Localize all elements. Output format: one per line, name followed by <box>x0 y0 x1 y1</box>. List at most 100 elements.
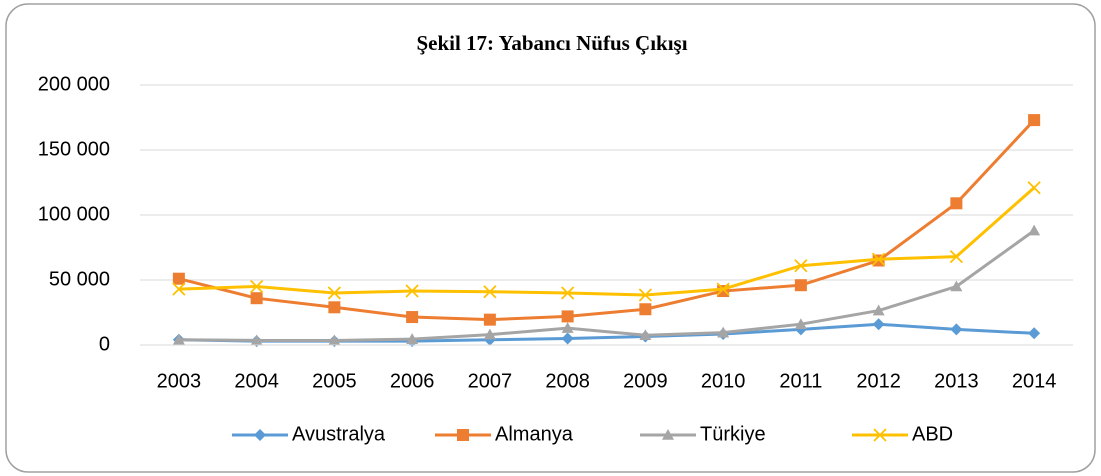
marker-shape <box>254 429 266 441</box>
legend-label: Türkiye <box>700 423 766 445</box>
marker <box>405 284 419 298</box>
marker <box>406 333 419 344</box>
y-tick-label: 0 <box>99 333 110 355</box>
y-tick-label: 50 000 <box>49 268 110 290</box>
marker <box>483 313 496 326</box>
marker-shape <box>457 429 469 441</box>
marker <box>561 322 574 333</box>
marker <box>950 280 963 292</box>
marker <box>794 259 808 273</box>
x-tick-label: 2003 <box>157 370 202 392</box>
marker-shape <box>1027 181 1041 195</box>
marker <box>639 329 652 341</box>
marker-shape <box>483 328 496 340</box>
marker-shape <box>172 282 186 296</box>
marker <box>457 429 469 441</box>
marker-shape <box>328 334 341 346</box>
marker-shape <box>873 428 887 442</box>
marker-shape <box>794 279 807 292</box>
marker <box>328 301 341 314</box>
marker-shape <box>250 292 263 305</box>
x-tick-label: 2014 <box>1012 370 1057 392</box>
marker <box>249 279 264 294</box>
marker-shape <box>794 318 807 329</box>
marker-shape <box>872 304 885 316</box>
marker <box>250 292 263 305</box>
marker <box>1027 181 1041 195</box>
marker <box>1028 114 1041 127</box>
marker-shape <box>483 285 497 299</box>
marker <box>950 323 963 336</box>
marker <box>873 428 887 442</box>
marker <box>172 272 185 285</box>
marker <box>872 304 885 316</box>
marker <box>561 310 574 323</box>
marker <box>794 279 807 292</box>
marker <box>872 318 885 331</box>
marker <box>1028 224 1041 236</box>
x-tick-label: 2006 <box>390 370 435 392</box>
marker-shape <box>1028 327 1041 340</box>
marker-shape <box>639 329 652 341</box>
x-tick-label: 2007 <box>468 370 513 392</box>
marker-shape <box>406 311 419 324</box>
x-tick-label: 2004 <box>234 370 279 392</box>
y-tick-label: 150 000 <box>38 138 110 160</box>
y-tick-label: 100 000 <box>38 203 110 225</box>
marker <box>328 334 341 346</box>
marker <box>483 285 497 299</box>
marker <box>254 429 266 441</box>
marker-shape <box>871 252 886 266</box>
x-tick-label: 2010 <box>701 370 746 392</box>
marker <box>406 311 419 324</box>
marker-shape <box>872 318 885 331</box>
marker <box>638 288 653 302</box>
marker-shape <box>172 333 185 345</box>
marker-shape <box>561 332 574 345</box>
marker-shape <box>561 322 574 333</box>
marker-shape <box>639 303 652 316</box>
series-line <box>178 186 1036 297</box>
chart-title: Şekil 17: Yabancı Nüfus Çıkışı <box>416 31 687 55</box>
series-line <box>178 229 1036 342</box>
marker <box>662 429 674 440</box>
marker-shape <box>560 286 575 300</box>
marker-shape <box>794 259 808 273</box>
marker-shape <box>327 286 342 300</box>
marker <box>561 332 574 345</box>
marker-shape <box>949 249 964 264</box>
x-tick-label: 2012 <box>856 370 901 392</box>
legend-label: ABD <box>912 423 953 445</box>
marker-shape <box>1028 114 1041 127</box>
marker-shape <box>561 310 574 323</box>
marker <box>717 326 730 338</box>
marker <box>483 328 496 340</box>
marker-shape <box>249 279 264 294</box>
marker-shape <box>483 313 496 326</box>
marker-shape <box>950 323 963 336</box>
marker-shape <box>250 334 263 346</box>
marker <box>172 282 186 296</box>
marker <box>949 249 964 264</box>
chart-frame <box>5 3 1096 473</box>
marker <box>172 333 185 345</box>
marker-shape <box>1028 224 1041 236</box>
marker-shape <box>638 288 653 302</box>
legend-label: Avustralya <box>292 423 386 445</box>
x-tick-label: 2011 <box>779 370 822 392</box>
marker-shape <box>717 326 730 338</box>
marker <box>871 252 886 266</box>
marker <box>794 318 807 329</box>
x-tick-label: 2009 <box>623 370 668 392</box>
marker <box>250 334 263 346</box>
marker <box>639 303 652 316</box>
x-tick-label: 2008 <box>545 370 590 392</box>
legend-label: Almanya <box>495 423 574 445</box>
marker <box>1028 327 1041 340</box>
marker-shape <box>405 284 419 298</box>
marker <box>560 286 575 300</box>
marker <box>950 197 963 210</box>
x-tick-label: 2005 <box>312 370 357 392</box>
marker-shape <box>172 272 185 285</box>
